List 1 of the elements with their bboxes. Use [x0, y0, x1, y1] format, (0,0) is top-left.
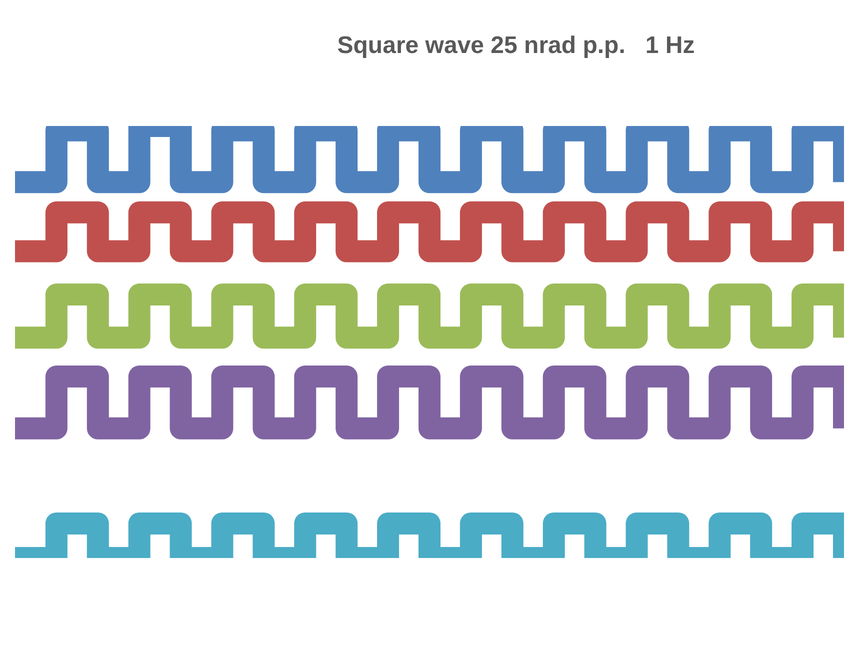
chart-title: Square wave 25 nrad p.p. 1 Hz	[336, 32, 696, 60]
